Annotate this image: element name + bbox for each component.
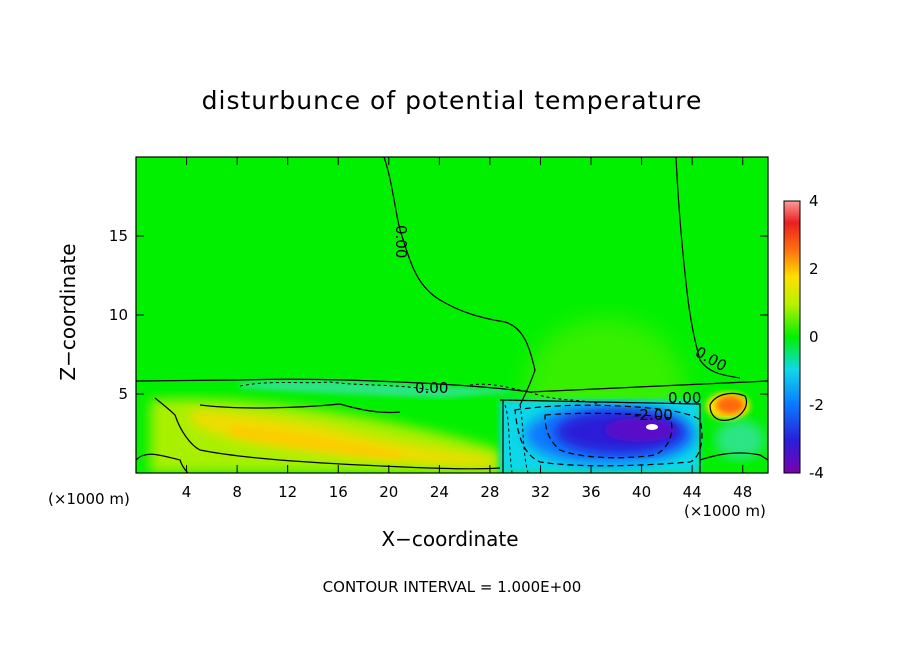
x-tick-label: 24 bbox=[430, 483, 449, 501]
warm-band-inner bbox=[190, 410, 495, 468]
colorbar-ticks: 4 2 0 -2 -4 bbox=[809, 192, 824, 482]
y-tick-label: 15 bbox=[109, 227, 128, 245]
cool-right bbox=[715, 420, 765, 460]
colorbar-tick-label: 2 bbox=[809, 260, 819, 278]
zero-contour-right bbox=[675, 157, 741, 379]
y-tick-label: 10 bbox=[109, 306, 128, 324]
dashed-noise-2 bbox=[469, 383, 601, 405]
contour-cold-rect bbox=[499, 399, 701, 473]
chart-title: disturbunce of potential temperature bbox=[201, 86, 703, 115]
x-tick-label: 8 bbox=[232, 483, 242, 501]
x-unit-label: (×1000 m) bbox=[684, 502, 766, 520]
colorbar bbox=[783, 200, 801, 474]
contour-6km bbox=[136, 378, 768, 393]
contour-lower-2 bbox=[199, 403, 401, 414]
x-tick-label: 32 bbox=[531, 483, 550, 501]
contour-warm-spot bbox=[709, 392, 748, 421]
x-tick-label: 20 bbox=[379, 483, 398, 501]
contour-lower-1 bbox=[154, 397, 501, 470]
contour-label-2: 0.00 bbox=[415, 379, 448, 397]
colorbar-tick-label: -2 bbox=[809, 396, 824, 414]
x-tick-label: 28 bbox=[480, 483, 499, 501]
colorbar-tick-label: -4 bbox=[809, 464, 824, 482]
x-tick-label: 44 bbox=[683, 483, 702, 501]
dashed-noise-4 bbox=[519, 404, 529, 473]
contour-neg2 bbox=[544, 412, 673, 459]
warm-band-core bbox=[230, 425, 400, 460]
x-tick-label: 12 bbox=[278, 483, 297, 501]
x-tick-label: 48 bbox=[733, 483, 752, 501]
y-unit-label: (×1000 m) bbox=[48, 490, 130, 508]
warm-spot-core bbox=[716, 396, 744, 414]
y-axis: 5 10 15 bbox=[109, 227, 768, 403]
contour-label-4: 0.00 bbox=[668, 389, 701, 407]
contour-right-lower bbox=[699, 452, 768, 461]
x-tick-label: 4 bbox=[182, 483, 192, 501]
cool-stripe bbox=[240, 379, 520, 398]
colorbar-tick-label: 4 bbox=[809, 192, 819, 210]
field bbox=[136, 157, 768, 473]
x-tick-label: 36 bbox=[581, 483, 600, 501]
y-axis-label: Z−coordinate bbox=[56, 243, 80, 381]
dashed-noise bbox=[239, 381, 601, 473]
dashed-noise-1 bbox=[239, 381, 431, 391]
x-tick-label: 40 bbox=[632, 483, 651, 501]
cold-pool-core bbox=[605, 418, 675, 442]
colorbar-tick-label: 0 bbox=[809, 328, 819, 346]
contour-neg1 bbox=[514, 404, 703, 467]
y-tick-label: 5 bbox=[118, 385, 128, 403]
contour-left-edge bbox=[136, 453, 189, 473]
cold-pool-spot bbox=[646, 424, 658, 430]
x-tick-label: 16 bbox=[329, 483, 348, 501]
contour-lines bbox=[136, 157, 768, 473]
zero-contour-upper bbox=[383, 157, 536, 406]
contour-interval-note: CONTOUR INTERVAL = 1.000E+00 bbox=[322, 578, 582, 596]
contour-label-5: -2.00 bbox=[634, 406, 673, 424]
x-axis: 4 8 12 16 20 24 28 32 36 40 44 48 bbox=[182, 157, 752, 501]
contour-label-1: 0.00 bbox=[392, 225, 410, 258]
x-axis-label: X−coordinate bbox=[381, 527, 519, 551]
